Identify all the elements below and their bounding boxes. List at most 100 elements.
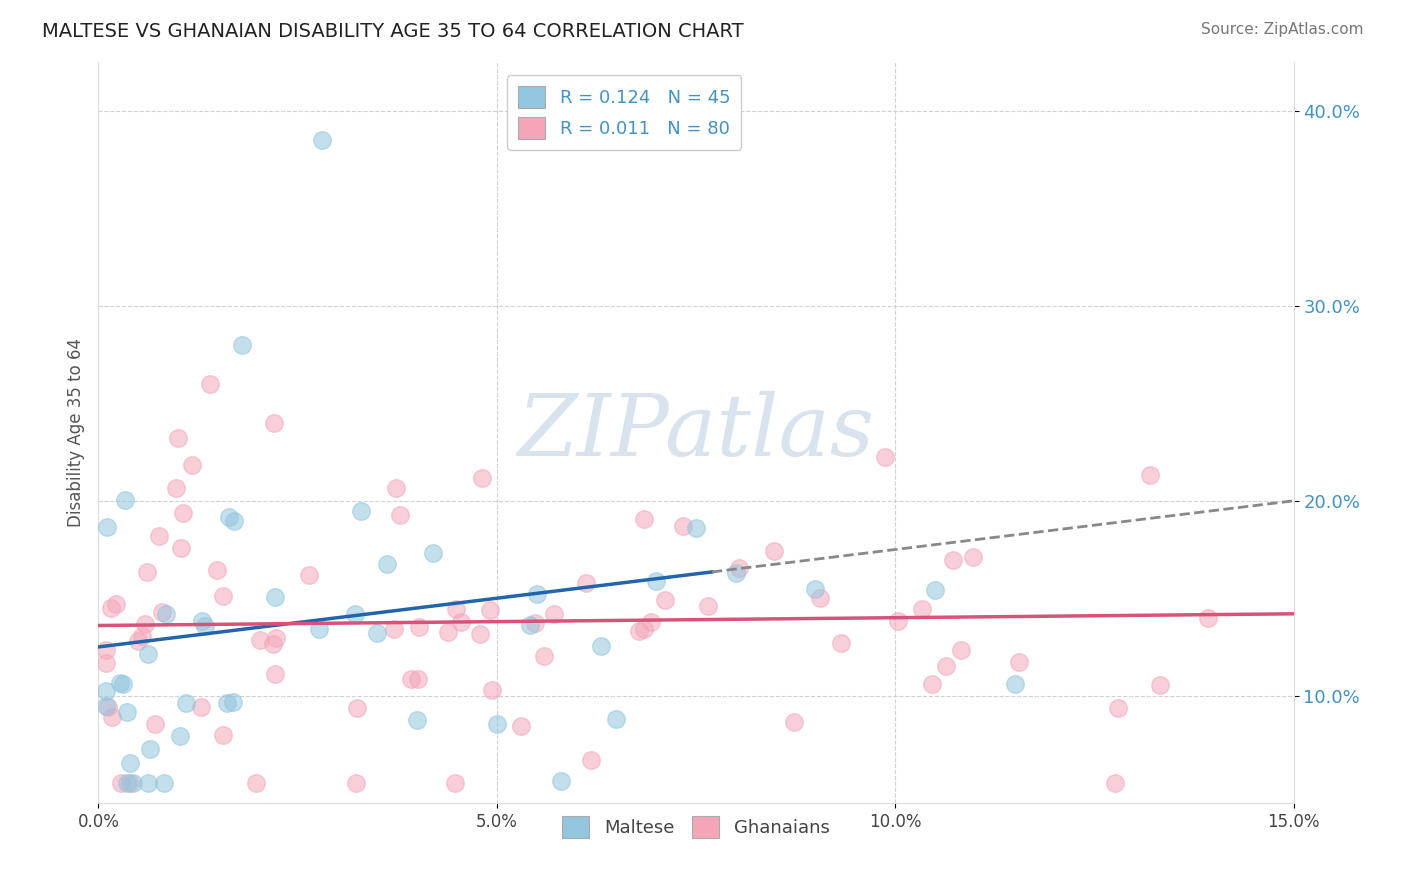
Point [97, 699, 120, 714]
Point [645, 574, 668, 588]
Point [264, 631, 287, 645]
Point [804, 582, 827, 596]
Point [148, 529, 170, 543]
Point [198, 376, 221, 391]
Point [115, 776, 138, 790]
Point [221, 696, 243, 710]
Point [264, 667, 287, 681]
Point [194, 618, 217, 632]
Point [543, 607, 565, 621]
Point [406, 672, 429, 686]
Point [108, 676, 131, 690]
Point [111, 676, 134, 690]
Point [471, 471, 494, 485]
Point [131, 629, 153, 643]
Point [143, 716, 166, 731]
Point [887, 614, 910, 628]
Point [924, 583, 946, 598]
Point [190, 699, 212, 714]
Point [1107, 701, 1129, 715]
Point [249, 632, 271, 647]
Point [533, 648, 555, 663]
Point [96, 656, 118, 670]
Point [697, 599, 720, 614]
Point [263, 416, 285, 430]
Point [808, 591, 831, 605]
Point [135, 565, 157, 579]
Point [264, 590, 287, 604]
Text: MALTESE VS GHANAIAN DISABILITY AGE 35 TO 64 CORRELATION CHART: MALTESE VS GHANAIAN DISABILITY AGE 35 TO… [42, 22, 744, 41]
Point [224, 514, 246, 528]
Point [155, 607, 177, 622]
Point [344, 776, 367, 790]
Point [150, 605, 173, 619]
Point [120, 776, 142, 790]
Point [579, 753, 602, 767]
Point [245, 776, 267, 790]
Point [136, 647, 159, 661]
Point [524, 616, 547, 631]
Point [211, 728, 233, 742]
Point [962, 549, 984, 564]
Point [728, 560, 751, 574]
Point [218, 509, 240, 524]
Point [950, 643, 973, 657]
Point [633, 512, 655, 526]
Point [100, 601, 122, 615]
Point [724, 566, 747, 581]
Point [212, 589, 235, 603]
Point [1139, 468, 1161, 483]
Point [633, 622, 655, 636]
Point [139, 741, 162, 756]
Point [262, 637, 284, 651]
Point [388, 508, 411, 522]
Point [575, 576, 598, 591]
Point [169, 729, 191, 743]
Point [181, 458, 204, 472]
Point [382, 622, 405, 636]
Point [350, 503, 373, 517]
Point [308, 623, 330, 637]
Point [231, 338, 253, 352]
Point [172, 506, 194, 520]
Point [873, 450, 896, 465]
Y-axis label: Disability Age 35 to 64: Disability Age 35 to 64 [66, 338, 84, 527]
Point [550, 774, 572, 789]
Point [1007, 655, 1029, 669]
Point [526, 587, 548, 601]
Point [481, 682, 503, 697]
Point [117, 705, 139, 719]
Point [366, 626, 388, 640]
Text: Source: ZipAtlas.com: Source: ZipAtlas.com [1201, 22, 1364, 37]
Point [654, 592, 676, 607]
Point [134, 616, 156, 631]
Point [640, 615, 662, 629]
Point [589, 639, 612, 653]
Text: ZIPatlas: ZIPatlas [517, 392, 875, 474]
Point [921, 677, 943, 691]
Point [437, 624, 460, 639]
Point [346, 701, 368, 715]
Point [406, 713, 429, 727]
Point [127, 634, 149, 648]
Point [422, 546, 444, 560]
Point [763, 544, 786, 558]
Point [174, 696, 197, 710]
Legend: Maltese, Ghanaians: Maltese, Ghanaians [555, 809, 837, 846]
Point [450, 615, 472, 629]
Point [375, 557, 398, 571]
Point [104, 597, 127, 611]
Point [96, 698, 118, 713]
Point [672, 518, 695, 533]
Point [628, 624, 651, 639]
Point [167, 431, 190, 445]
Point [385, 481, 408, 495]
Point [783, 714, 806, 729]
Point [468, 627, 491, 641]
Point [101, 710, 124, 724]
Point [311, 133, 333, 147]
Point [114, 493, 136, 508]
Point [96, 519, 118, 533]
Point [1004, 676, 1026, 690]
Point [121, 776, 143, 790]
